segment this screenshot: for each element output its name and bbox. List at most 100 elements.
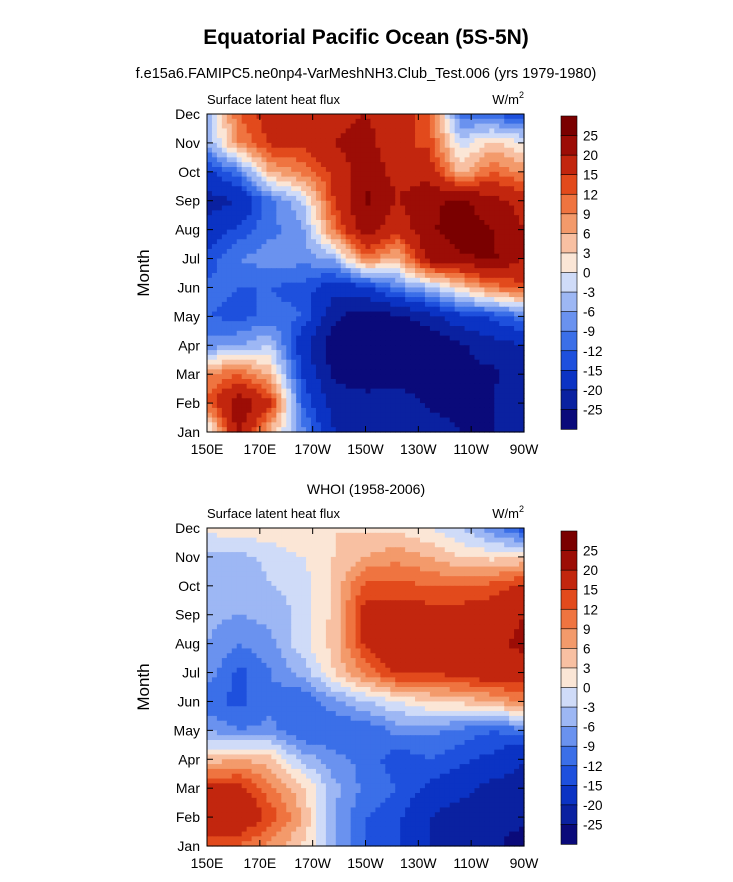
heatmap-cell	[340, 215, 347, 221]
heatmap-cell	[454, 258, 461, 264]
heatmap-cell	[375, 330, 381, 337]
heatmap-cell	[246, 292, 253, 298]
heatmap-cell	[335, 162, 342, 168]
heatmap-cell	[469, 350, 476, 356]
heatmap-cell	[360, 306, 367, 313]
heatmap-cell	[400, 350, 406, 356]
heatmap-cell	[419, 379, 426, 385]
heatmap-cell	[439, 229, 446, 236]
heatmap-cell	[415, 147, 421, 154]
heatmap-cell	[276, 552, 282, 558]
colorbar-swatch	[560, 193, 578, 215]
heatmap-cell	[479, 147, 485, 154]
heatmap-cell	[231, 142, 238, 149]
heatmap-cell	[256, 258, 263, 264]
heatmap-cell	[281, 176, 287, 183]
heatmap-cell	[286, 171, 292, 178]
heatmap-cell	[410, 335, 416, 342]
heatmap-cell	[494, 253, 500, 260]
heatmap-cell	[390, 306, 396, 313]
heatmap-cell	[385, 118, 391, 125]
heatmap-cell	[211, 258, 218, 264]
heatmap-cell	[330, 176, 337, 183]
heatmap-cell	[375, 340, 381, 346]
heatmap-cell	[424, 114, 431, 120]
heatmap-cell	[504, 398, 510, 404]
heatmap-cell	[474, 340, 481, 346]
heatmap-cell	[360, 340, 367, 346]
heatmap-cell	[320, 200, 327, 207]
y-tick-label: Aug	[175, 222, 200, 238]
heatmap-cell	[390, 301, 396, 308]
heatmap-cell	[306, 253, 312, 260]
heatmap-cell	[410, 369, 416, 375]
heatmap-cell	[499, 138, 505, 144]
heatmap-cell	[350, 326, 357, 332]
heatmap-cell	[509, 350, 515, 356]
heatmap-cell	[469, 152, 476, 158]
heatmap-cell	[231, 186, 238, 192]
heatmap-cell	[306, 383, 312, 390]
heatmap-cell	[226, 383, 233, 390]
heatmap-cell	[509, 162, 515, 168]
heatmap-cell	[335, 364, 342, 370]
heatmap-cell	[370, 561, 376, 568]
heatmap-cell	[514, 282, 520, 289]
heatmap-cell	[360, 374, 367, 380]
heatmap-cell	[444, 422, 451, 428]
heatmap-cell	[261, 292, 268, 298]
heatmap-cell	[355, 354, 362, 361]
heatmap-cell	[519, 306, 525, 313]
heatmap-cell	[251, 133, 258, 139]
heatmap-cell	[296, 311, 302, 317]
heatmap-cell	[211, 191, 218, 197]
heatmap-cell	[385, 330, 391, 337]
heatmap-cell	[216, 176, 223, 183]
heatmap-cell	[281, 422, 287, 428]
heatmap-cell	[400, 210, 406, 216]
heatmap-cell	[281, 186, 287, 192]
heatmap-cell	[405, 335, 411, 342]
heatmap-cell	[207, 330, 213, 337]
heatmap-cell	[365, 244, 372, 250]
heatmap-cell	[509, 388, 515, 395]
heatmap-cell	[256, 253, 263, 260]
heatmap-cell	[246, 200, 253, 207]
heatmap-cell	[345, 152, 352, 158]
heatmap-cell	[375, 407, 381, 414]
heatmap-cell	[385, 162, 391, 168]
heatmap-cell	[410, 157, 416, 163]
heatmap-cell	[419, 114, 426, 120]
heatmap-cell	[494, 403, 500, 409]
heatmap-cell	[345, 340, 352, 346]
heatmap-cell	[271, 191, 277, 197]
heatmap-cell	[489, 532, 495, 539]
heatmap-cell	[385, 224, 391, 231]
heatmap-cell	[246, 345, 253, 351]
heatmap-cell	[390, 528, 396, 534]
heatmap-cell	[226, 398, 233, 404]
heatmap-cell	[286, 147, 292, 154]
heatmap-cell	[296, 547, 302, 553]
heatmap-cell	[514, 114, 520, 120]
heatmap-cell	[355, 263, 362, 269]
heatmap-cell	[415, 215, 421, 221]
heatmap-cell	[335, 248, 342, 255]
heatmap-cell	[499, 417, 505, 423]
heatmap-cell	[286, 268, 292, 274]
heatmap-cell	[395, 263, 401, 269]
heatmap-cell	[469, 552, 476, 558]
heatmap-cell	[444, 316, 451, 322]
heatmap-cell	[211, 566, 218, 572]
heatmap-cell	[519, 220, 525, 226]
heatmap-cell	[410, 133, 416, 139]
heatmap-cell	[390, 147, 396, 154]
heatmap-cell	[251, 253, 258, 260]
heatmap-cell	[296, 393, 302, 399]
x-tick-label: 150W	[347, 441, 384, 457]
heatmap-cell	[281, 239, 287, 245]
heatmap-cell	[444, 364, 451, 370]
heatmap-cell	[335, 321, 342, 327]
heatmap-cell	[266, 335, 272, 342]
heatmap-cell	[330, 566, 337, 572]
